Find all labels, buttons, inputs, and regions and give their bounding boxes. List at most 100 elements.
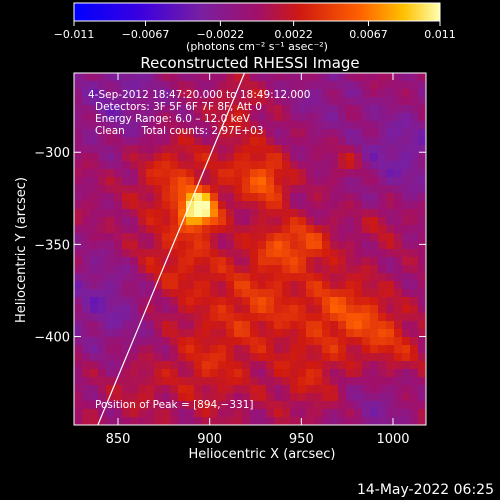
heatmap-cell bbox=[314, 345, 323, 354]
heatmap-cell bbox=[330, 401, 339, 410]
heatmap-cell bbox=[202, 377, 211, 386]
heatmap-cell bbox=[274, 153, 283, 162]
heatmap-cell bbox=[162, 273, 171, 282]
heatmap-cell bbox=[322, 305, 331, 314]
heatmap-cell bbox=[322, 273, 331, 282]
heatmap-cell bbox=[170, 201, 179, 210]
heatmap-cell bbox=[74, 73, 83, 82]
heatmap-cell bbox=[394, 249, 403, 258]
heatmap-cell bbox=[114, 169, 123, 178]
heatmap-cell bbox=[354, 169, 363, 178]
heatmap-cell bbox=[410, 97, 419, 106]
heatmap-cell bbox=[114, 257, 123, 266]
heatmap-cell bbox=[154, 313, 163, 322]
heatmap-cell bbox=[378, 361, 387, 370]
heatmap-cell bbox=[418, 305, 426, 314]
heatmap-cell bbox=[146, 201, 155, 210]
heatmap-cell bbox=[410, 169, 419, 178]
heatmap-cell bbox=[386, 137, 395, 146]
heatmap-cell bbox=[354, 257, 363, 266]
heatmap-cell bbox=[418, 169, 426, 178]
heatmap-cell bbox=[410, 401, 419, 410]
heatmap-cell bbox=[186, 409, 195, 418]
heatmap-cell bbox=[162, 377, 171, 386]
heatmap-cell bbox=[170, 177, 179, 186]
heatmap-cell bbox=[266, 361, 275, 370]
heatmap-cell bbox=[354, 289, 363, 298]
heatmap-cell bbox=[250, 385, 259, 394]
annotation-time-range: 4-Sep-2012 18:47:20.000 to 18:49:12.000 bbox=[88, 89, 310, 101]
heatmap-cell bbox=[130, 321, 139, 330]
heatmap-cell bbox=[98, 393, 107, 402]
heatmap-cell bbox=[362, 329, 371, 338]
heatmap-cell bbox=[226, 321, 235, 330]
heatmap-cell bbox=[354, 137, 363, 146]
heatmap-cell bbox=[98, 161, 107, 170]
heatmap-cell bbox=[386, 353, 395, 362]
heatmap-cell bbox=[418, 249, 426, 258]
heatmap-cell bbox=[154, 385, 163, 394]
heatmap-cell bbox=[170, 145, 179, 154]
heatmap-cell bbox=[130, 105, 139, 114]
heatmap-cell bbox=[122, 361, 131, 370]
heatmap-cell bbox=[330, 217, 339, 226]
heatmap-cell bbox=[146, 313, 155, 322]
heatmap-cell bbox=[122, 81, 131, 90]
heatmap-cell bbox=[362, 345, 371, 354]
heatmap-cell bbox=[178, 145, 187, 154]
heatmap-cell bbox=[306, 89, 315, 98]
heatmap-cell bbox=[386, 249, 395, 258]
heatmap-cell bbox=[170, 417, 179, 425]
heatmap-cell bbox=[290, 185, 299, 194]
heatmap-cell bbox=[354, 417, 363, 425]
heatmap-cell bbox=[138, 81, 147, 90]
heatmap-cell bbox=[402, 321, 411, 330]
heatmap-cell bbox=[362, 265, 371, 274]
heatmap-cell bbox=[170, 193, 179, 202]
heatmap-cell bbox=[74, 209, 83, 218]
heatmap-cell bbox=[306, 153, 315, 162]
heatmap-cell bbox=[122, 345, 131, 354]
heatmap-cell bbox=[210, 153, 219, 162]
heatmap-cell bbox=[386, 105, 395, 114]
heatmap-cell bbox=[82, 201, 91, 210]
heatmap-cell bbox=[298, 393, 307, 402]
heatmap-cell bbox=[362, 169, 371, 178]
heatmap-cell bbox=[210, 305, 219, 314]
heatmap-cell bbox=[290, 129, 299, 138]
heatmap-cell bbox=[418, 89, 426, 98]
heatmap-cell bbox=[226, 105, 235, 114]
heatmap-cell bbox=[290, 81, 299, 90]
heatmap-cell bbox=[290, 369, 299, 378]
heatmap-cell bbox=[218, 417, 227, 425]
heatmap-cell bbox=[114, 185, 123, 194]
y-tick-label: −300 bbox=[34, 146, 70, 161]
heatmap-cell bbox=[122, 289, 131, 298]
heatmap-cell bbox=[122, 201, 131, 210]
heatmap-cell bbox=[226, 313, 235, 322]
heatmap-cell bbox=[170, 273, 179, 282]
heatmap-cell bbox=[418, 369, 426, 378]
heatmap-cell bbox=[122, 161, 131, 170]
heatmap-cell bbox=[154, 329, 163, 338]
heatmap-cell bbox=[298, 233, 307, 242]
heatmap-cell bbox=[154, 321, 163, 330]
heatmap-cell bbox=[290, 73, 299, 82]
heatmap-cell bbox=[74, 273, 83, 282]
heatmap-cell bbox=[354, 273, 363, 282]
heatmap-cell bbox=[90, 257, 99, 266]
heatmap-cell bbox=[370, 409, 379, 418]
heatmap-cell bbox=[98, 417, 107, 425]
heatmap-cell bbox=[210, 233, 219, 242]
y-axis-label: Heliocentric Y (arcsec) bbox=[14, 177, 29, 323]
heatmap-cell bbox=[90, 161, 99, 170]
heatmap-cell bbox=[306, 265, 315, 274]
heatmap-cell bbox=[354, 81, 363, 90]
heatmap-cell bbox=[234, 161, 243, 170]
heatmap-cell bbox=[290, 241, 299, 250]
heatmap-cell bbox=[194, 105, 203, 114]
heatmap-cell bbox=[74, 193, 83, 202]
heatmap-cell bbox=[106, 185, 115, 194]
heatmap-cell bbox=[178, 225, 187, 234]
heatmap-cell bbox=[266, 153, 275, 162]
